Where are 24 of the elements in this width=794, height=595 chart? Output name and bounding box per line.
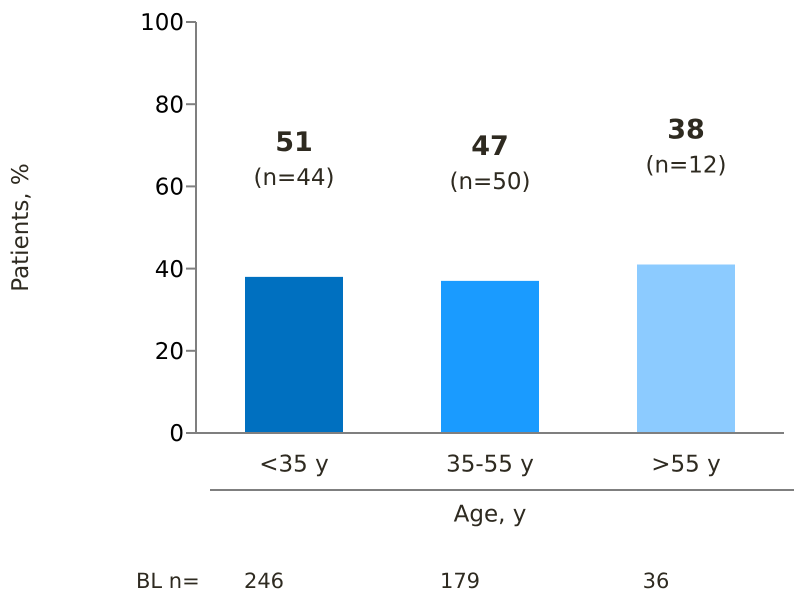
x-tick-label: >55 y	[651, 451, 721, 478]
text: BL n=	[136, 569, 200, 593]
annotation: 38	[667, 114, 705, 146]
y-tick-label: 80	[154, 92, 184, 118]
y-tick-label: 40	[154, 256, 184, 283]
x-tick-label: 35-55 y	[446, 451, 534, 478]
annotation: (n=12)	[645, 152, 727, 178]
y-tick-label: 100	[140, 10, 184, 36]
y-tick-label: 20	[154, 338, 184, 365]
y-axis-title: Patients, %	[8, 163, 34, 292]
annotation: (n=44)	[253, 164, 335, 191]
y-tick-label: 60	[154, 174, 184, 201]
bar	[441, 280, 539, 433]
text: 36	[642, 569, 670, 593]
annotation: 47	[471, 130, 509, 162]
annotation: (n=50)	[449, 168, 531, 195]
text: 246	[244, 569, 284, 593]
annotation: 51	[275, 126, 313, 158]
text: 179	[440, 569, 480, 593]
x-tick-label: <35 y	[259, 451, 329, 478]
x-axis-title: Age, y	[454, 501, 526, 528]
bar	[245, 276, 343, 433]
y-tick-label: 0	[169, 421, 184, 448]
bar	[637, 264, 735, 433]
